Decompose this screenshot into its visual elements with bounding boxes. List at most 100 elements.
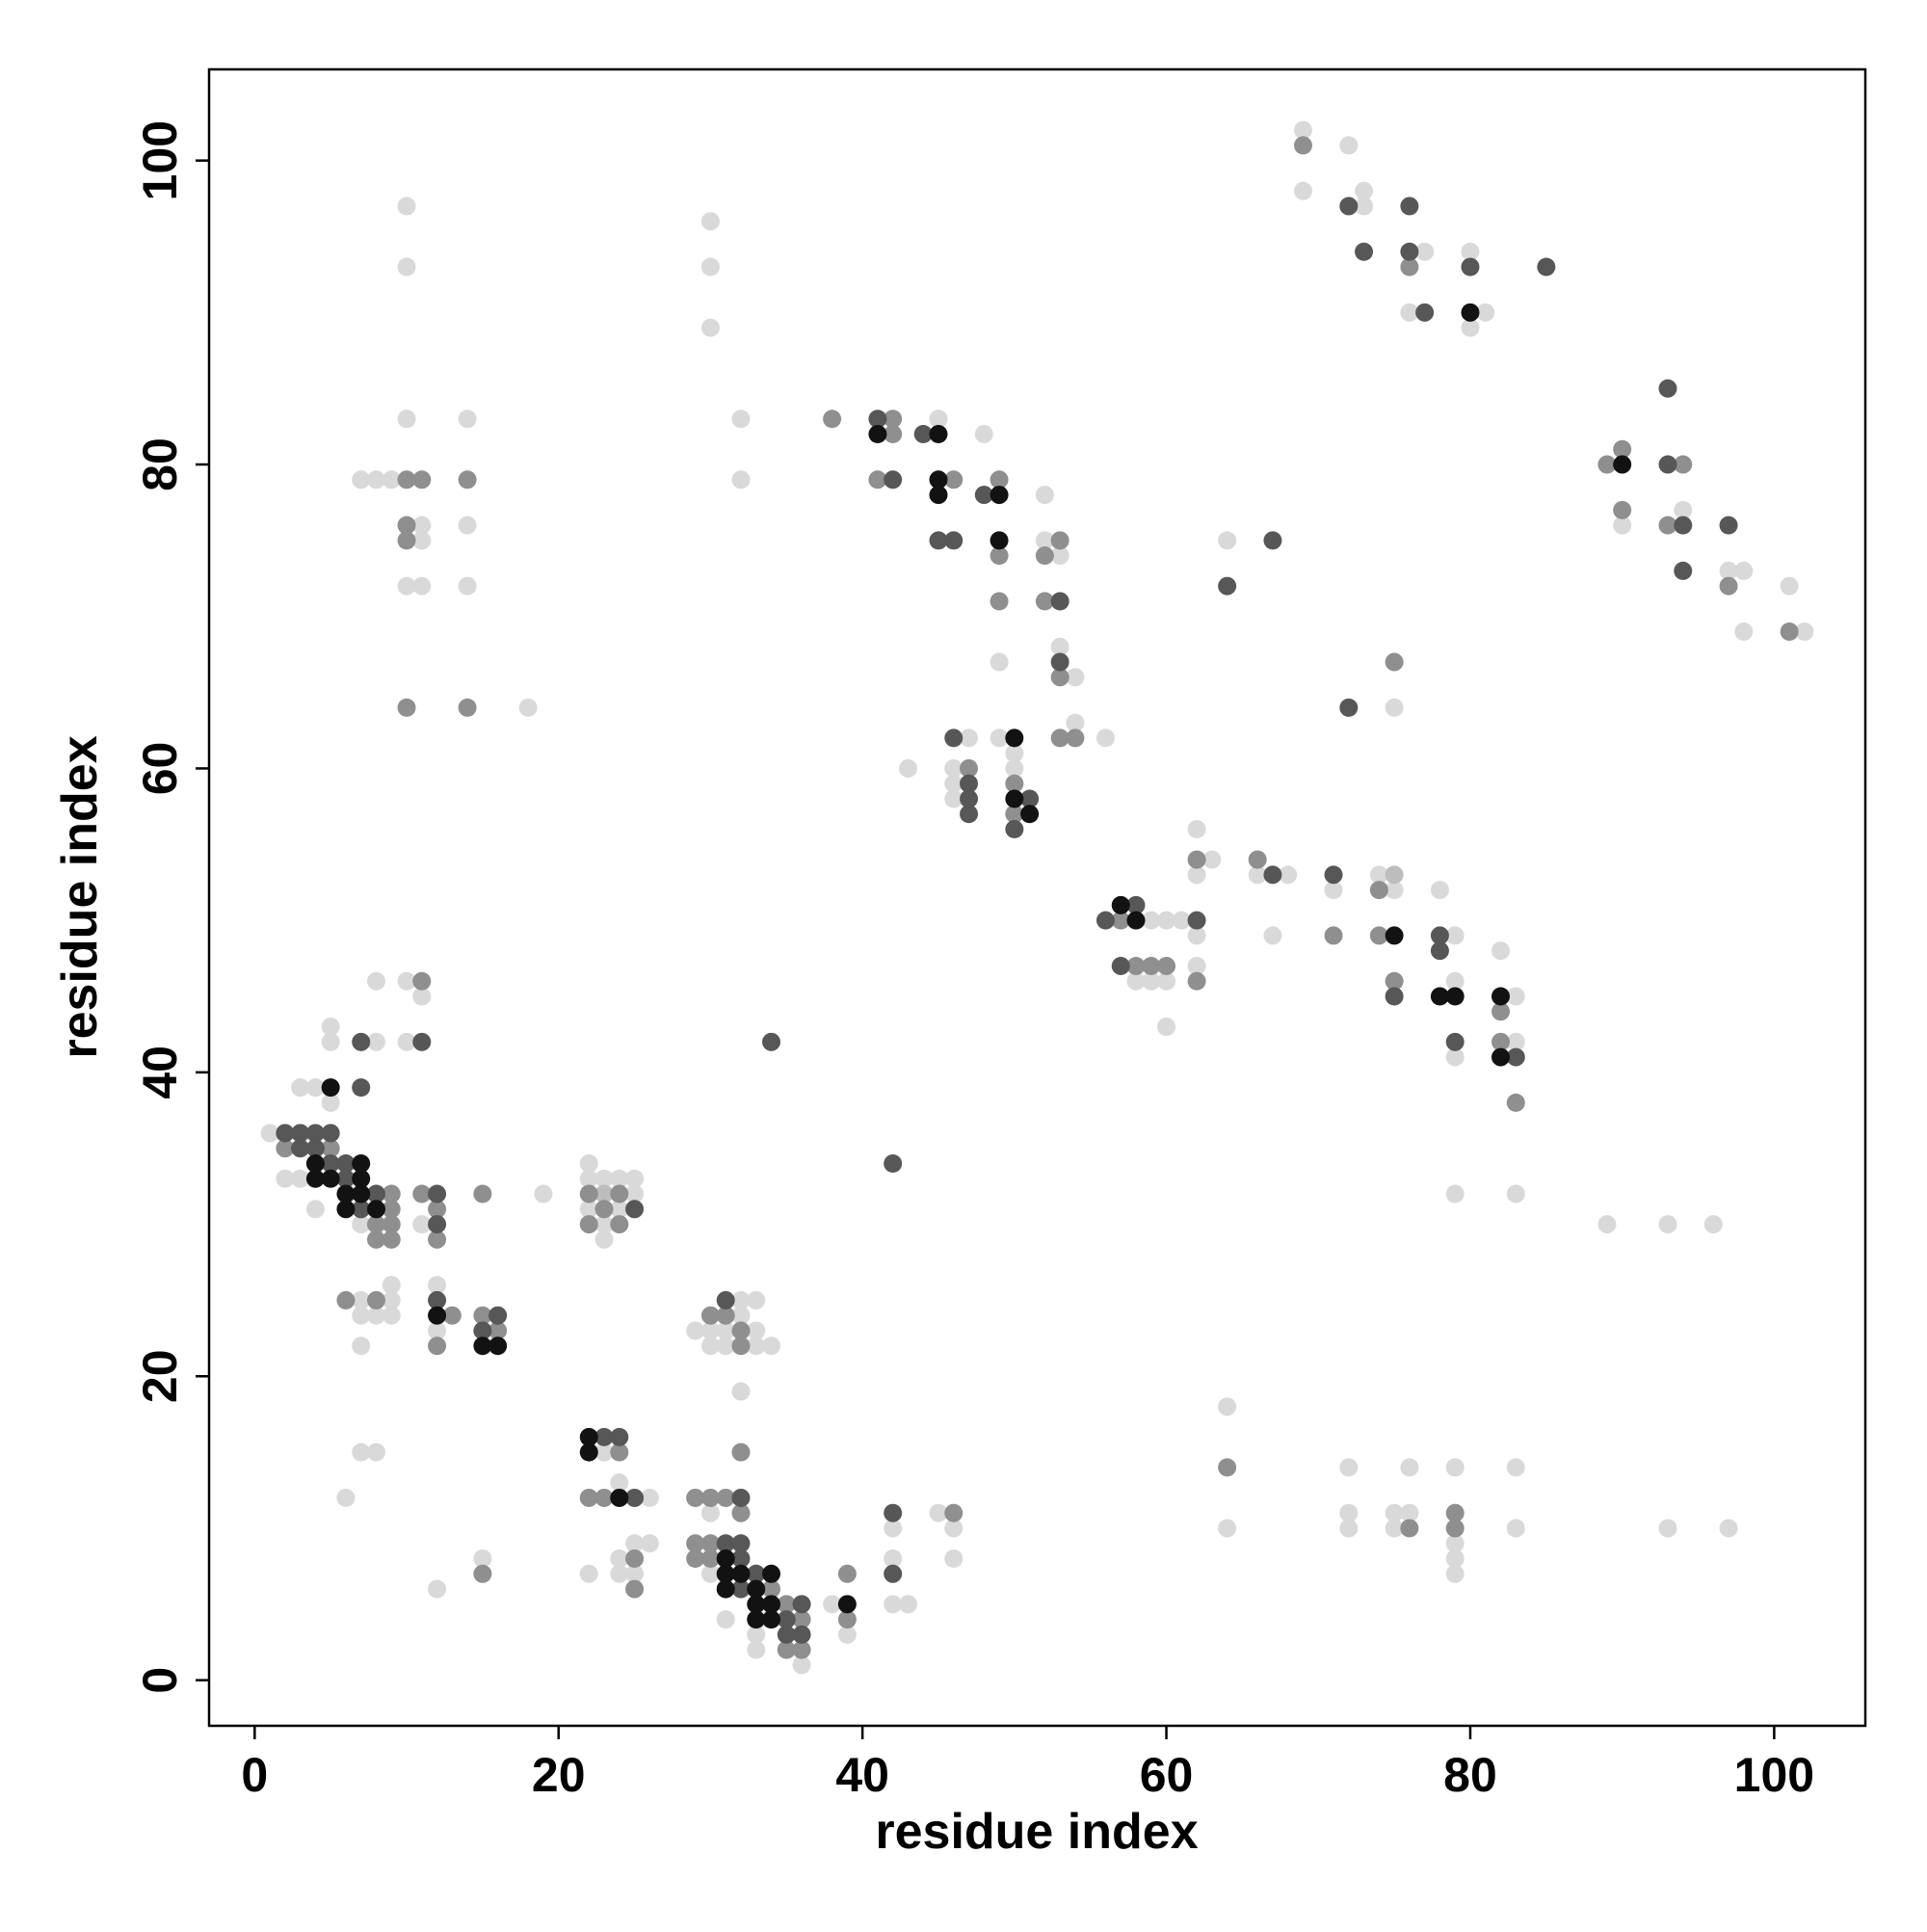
scatter-point <box>610 1427 629 1446</box>
scatter-point <box>594 1215 614 1234</box>
scatter-point <box>321 1018 340 1037</box>
scatter-point <box>397 698 416 717</box>
scatter-point <box>397 516 416 535</box>
scatter-point <box>625 1564 645 1583</box>
scatter-point <box>640 1488 659 1507</box>
scatter-point <box>1263 531 1282 550</box>
x-tick-label: 0 <box>241 1748 268 1802</box>
scatter-point <box>1385 1503 1404 1522</box>
scatter-point <box>428 1215 447 1234</box>
scatter-point <box>382 1276 401 1295</box>
scatter-point <box>1187 820 1206 839</box>
scatter-point <box>868 470 887 490</box>
scatter-point <box>1491 1032 1511 1051</box>
scatter-point <box>944 728 964 748</box>
scatter-point <box>1719 516 1738 535</box>
scatter-point <box>1491 1002 1511 1021</box>
scatter-point <box>352 1032 371 1051</box>
scatter-point <box>382 1290 401 1310</box>
scatter-point <box>625 1169 645 1188</box>
scatter-point <box>929 1503 948 1522</box>
scatter-point <box>731 1382 751 1401</box>
scatter-point <box>1050 652 1069 672</box>
scatter-point <box>960 728 979 748</box>
scatter-point <box>777 1640 796 1659</box>
scatter-point <box>960 789 979 808</box>
scatter-point <box>1400 1519 1419 1538</box>
scatter-point <box>1369 881 1388 900</box>
scatter-point <box>1095 728 1115 748</box>
scatter-point <box>412 987 432 1006</box>
scatter-point <box>868 424 887 443</box>
scatter-point <box>1658 379 1677 398</box>
scatter-point <box>716 1579 735 1599</box>
scatter-point <box>458 410 477 429</box>
scatter-point <box>1142 956 1161 975</box>
scatter-point <box>762 1610 781 1629</box>
scatter-point <box>960 774 979 793</box>
scatter-point <box>428 1276 447 1295</box>
scatter-point <box>929 531 948 550</box>
scatter-point <box>1658 455 1677 474</box>
scatter-point <box>579 1184 598 1204</box>
scatter-point <box>1126 971 1146 991</box>
scatter-point <box>458 516 477 535</box>
scatter-point <box>1719 1519 1738 1538</box>
scatter-point <box>594 1230 614 1249</box>
scatter-point <box>397 531 416 550</box>
scatter-point <box>382 1230 401 1249</box>
scatter-point <box>1506 1032 1525 1051</box>
scatter-point <box>428 1579 447 1599</box>
scatter-point <box>1491 987 1511 1006</box>
scatter-point <box>1597 1215 1617 1234</box>
scatter-point <box>442 1306 462 1325</box>
scatter-point <box>412 1215 432 1234</box>
scatter-point <box>1385 652 1404 672</box>
scatter-point <box>747 1595 766 1614</box>
scatter-point <box>610 1200 629 1219</box>
scatter-point <box>458 576 477 595</box>
scatter-point <box>1385 698 1404 717</box>
scatter-point <box>884 1519 903 1538</box>
scatter-point <box>428 1200 447 1219</box>
scatter-point <box>777 1595 796 1614</box>
scatter-point <box>610 1215 629 1234</box>
plot-frame <box>207 67 1867 1728</box>
scatter-point <box>777 1610 796 1629</box>
scatter-point <box>884 1153 903 1173</box>
scatter-point <box>1445 926 1465 945</box>
scatter-point <box>291 1169 310 1188</box>
scatter-point <box>944 531 964 550</box>
scatter-point <box>1461 318 1480 337</box>
scatter-point <box>1613 516 1632 535</box>
scatter-point <box>747 1321 766 1340</box>
scatter-point <box>1035 546 1054 566</box>
y-tick-label: 100 <box>133 120 187 200</box>
scatter-point <box>884 1564 903 1583</box>
scatter-point <box>397 576 416 595</box>
scatter-point <box>352 1442 371 1462</box>
scatter-point <box>1339 136 1359 155</box>
scatter-point <box>1339 1458 1359 1477</box>
scatter-point <box>352 1337 371 1356</box>
scatter-point <box>990 531 1009 550</box>
scatter-point <box>640 1534 659 1553</box>
scatter-point <box>1339 1503 1359 1522</box>
scatter-point <box>792 1640 811 1659</box>
scatter-point <box>610 1564 629 1583</box>
scatter-point <box>731 1564 751 1583</box>
scatter-point <box>428 1306 447 1325</box>
scatter-point <box>960 805 979 824</box>
scatter-point <box>1506 987 1525 1006</box>
scatter-point <box>1172 911 1191 930</box>
scatter-point <box>1385 881 1404 900</box>
scatter-point <box>291 1139 310 1158</box>
scatter-point <box>1339 197 1359 216</box>
scatter-point <box>944 774 964 793</box>
scatter-point <box>579 1215 598 1234</box>
scatter-point <box>610 1549 629 1569</box>
scatter-point <box>929 470 948 490</box>
x-axis-label: residue index <box>875 1804 1198 1860</box>
scatter-point <box>1795 622 1814 642</box>
